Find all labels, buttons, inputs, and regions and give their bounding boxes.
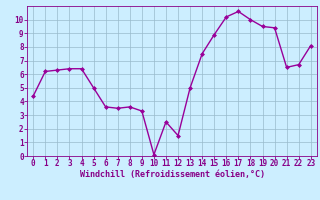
X-axis label: Windchill (Refroidissement éolien,°C): Windchill (Refroidissement éolien,°C) — [79, 170, 265, 179]
